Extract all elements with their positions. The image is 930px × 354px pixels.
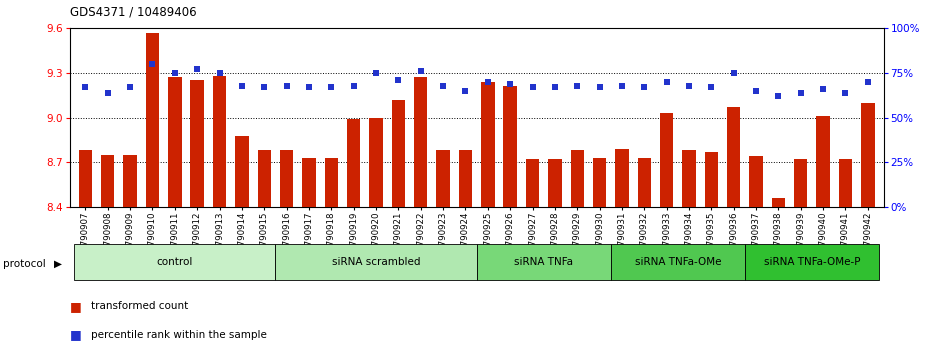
Point xyxy=(525,85,540,90)
Bar xyxy=(525,159,539,207)
Bar xyxy=(275,244,476,280)
Bar xyxy=(611,244,745,280)
Bar xyxy=(705,152,718,207)
Text: ■: ■ xyxy=(70,328,82,341)
Point xyxy=(704,85,719,90)
Bar xyxy=(616,149,629,207)
Text: ■: ■ xyxy=(70,300,82,313)
Point xyxy=(78,85,93,90)
Point xyxy=(458,88,472,94)
Point xyxy=(570,83,585,88)
Bar xyxy=(458,150,472,207)
Text: GDS4371 / 10489406: GDS4371 / 10489406 xyxy=(70,5,196,18)
Bar xyxy=(101,155,114,207)
Bar xyxy=(74,244,275,280)
Bar xyxy=(213,76,226,207)
Bar xyxy=(839,159,852,207)
Bar xyxy=(325,158,338,207)
Point xyxy=(838,90,853,96)
Bar xyxy=(168,78,181,207)
Point xyxy=(793,90,808,96)
Point xyxy=(615,83,630,88)
Point xyxy=(816,86,830,92)
Bar xyxy=(503,86,517,207)
Bar xyxy=(124,155,137,207)
Bar xyxy=(683,150,696,207)
Bar xyxy=(592,158,606,207)
Point xyxy=(212,70,227,76)
Point xyxy=(503,81,518,87)
Point xyxy=(637,85,652,90)
Bar xyxy=(392,100,405,207)
Bar xyxy=(481,82,495,207)
Text: transformed count: transformed count xyxy=(91,301,189,311)
Text: siRNA TNFa-OMe: siRNA TNFa-OMe xyxy=(634,257,721,267)
Point xyxy=(346,83,361,88)
Bar xyxy=(302,158,315,207)
Point xyxy=(771,93,786,99)
Text: ▶: ▶ xyxy=(54,259,62,269)
Bar xyxy=(750,156,763,207)
Point xyxy=(413,68,428,74)
Point xyxy=(324,85,339,90)
Bar xyxy=(570,150,584,207)
Bar xyxy=(369,118,383,207)
Bar xyxy=(660,113,673,207)
Text: protocol: protocol xyxy=(3,259,46,269)
Text: siRNA scrambled: siRNA scrambled xyxy=(332,257,420,267)
Point xyxy=(190,67,205,72)
Bar xyxy=(794,159,807,207)
Text: siRNA TNFa-OMe-P: siRNA TNFa-OMe-P xyxy=(764,257,860,267)
Point xyxy=(435,83,450,88)
Bar xyxy=(146,33,159,207)
Bar xyxy=(727,107,740,207)
Bar xyxy=(436,150,450,207)
Point xyxy=(100,90,115,96)
Bar xyxy=(235,136,248,207)
Point xyxy=(682,83,697,88)
Bar xyxy=(191,80,204,207)
Bar xyxy=(414,78,428,207)
Bar xyxy=(772,198,785,207)
Point xyxy=(368,70,383,76)
Point xyxy=(749,88,764,94)
Point xyxy=(301,85,316,90)
Bar xyxy=(258,150,271,207)
Bar xyxy=(476,244,611,280)
Bar xyxy=(745,244,879,280)
Point xyxy=(481,79,496,85)
Bar xyxy=(861,103,874,207)
Text: percentile rank within the sample: percentile rank within the sample xyxy=(91,330,267,339)
Bar xyxy=(280,150,293,207)
Text: siRNA TNFa: siRNA TNFa xyxy=(514,257,573,267)
Point xyxy=(548,85,563,90)
Point xyxy=(234,83,249,88)
Bar xyxy=(347,119,360,207)
Point xyxy=(860,79,875,85)
Bar xyxy=(817,116,830,207)
Point xyxy=(279,83,294,88)
Bar xyxy=(548,159,562,207)
Bar xyxy=(638,158,651,207)
Bar xyxy=(79,150,92,207)
Point xyxy=(123,85,138,90)
Point xyxy=(726,70,741,76)
Point xyxy=(391,77,405,83)
Point xyxy=(145,61,160,67)
Point xyxy=(167,70,182,76)
Point xyxy=(592,85,607,90)
Point xyxy=(659,79,674,85)
Text: control: control xyxy=(156,257,193,267)
Point xyxy=(257,85,272,90)
